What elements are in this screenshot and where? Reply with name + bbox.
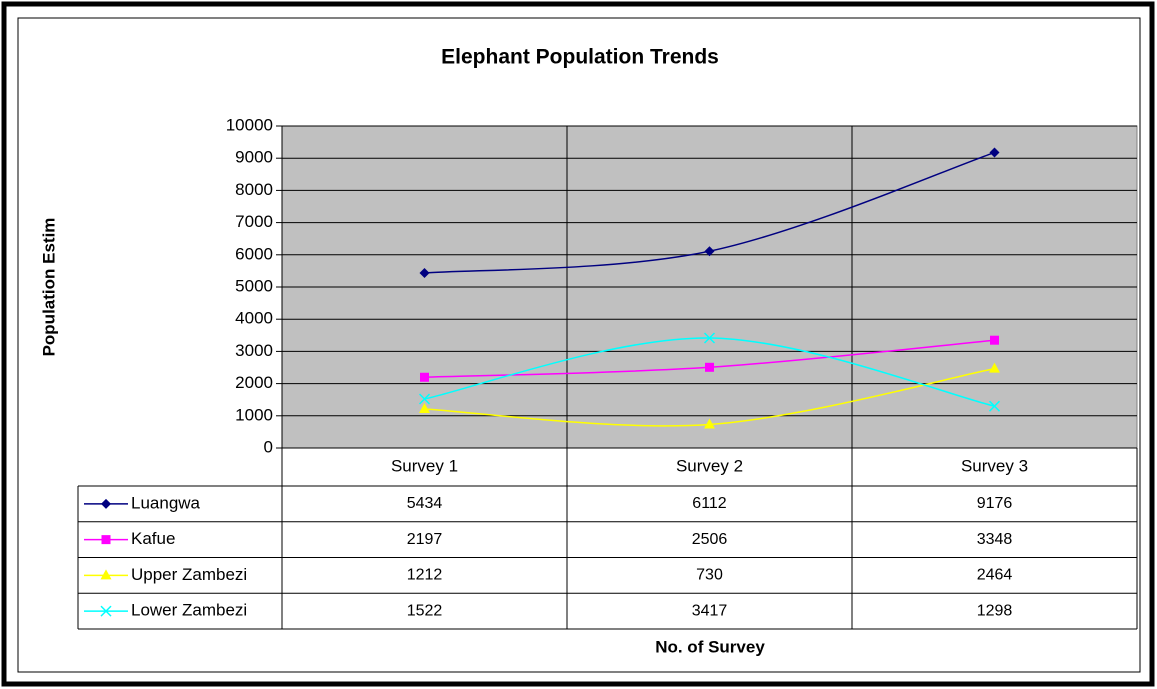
- marker: [704, 418, 715, 429]
- x-tick-label: Survey 3: [961, 456, 1028, 475]
- table-value: 9176: [977, 495, 1013, 512]
- marker: [705, 362, 714, 372]
- table-value: 5434: [407, 495, 443, 512]
- marker: [100, 605, 112, 617]
- marker: [100, 569, 112, 580]
- marker: [419, 268, 430, 279]
- y-tick-label: 2000: [235, 373, 273, 392]
- y-tick-label: 0: [264, 437, 273, 456]
- table-value: 2506: [692, 531, 728, 548]
- table-value: 3348: [977, 531, 1013, 548]
- y-tick-label: 10000: [226, 115, 273, 134]
- marker: [420, 372, 429, 382]
- marker: [704, 246, 715, 257]
- y-tick-label: 9000: [235, 148, 273, 167]
- marker: [418, 393, 431, 405]
- y-tick-label: 7000: [235, 212, 273, 231]
- table-value: 730: [696, 567, 723, 584]
- table-value: 2464: [977, 567, 1013, 584]
- y-tick-label: 5000: [235, 276, 273, 295]
- x-axis-label: No. of Survey: [655, 637, 765, 656]
- y-tick-label: 3000: [235, 341, 273, 360]
- marker: [990, 335, 999, 345]
- marker: [101, 535, 111, 545]
- marker: [988, 400, 1001, 412]
- table-value: 3417: [692, 602, 728, 619]
- table-value: 1212: [407, 567, 443, 584]
- marker: [989, 362, 1000, 373]
- table-value: 2197: [407, 531, 443, 548]
- legend-label: Lower Zambezi: [131, 601, 247, 620]
- chart-title: Elephant Population Trends: [441, 46, 719, 69]
- x-tick-label: Survey 1: [391, 456, 458, 475]
- legend-label: Upper Zambezi: [131, 565, 247, 584]
- legend-label: Luangwa: [131, 493, 201, 512]
- legend-label: Kafue: [131, 529, 175, 548]
- y-tick-label: 8000: [235, 180, 273, 199]
- y-tick-label: 1000: [235, 405, 273, 424]
- x-tick-label: Survey 2: [676, 456, 743, 475]
- marker: [989, 147, 1000, 158]
- y-tick-label: 6000: [235, 244, 273, 263]
- marker: [419, 402, 430, 413]
- y-tick-label: 4000: [235, 309, 273, 328]
- table-value: 1298: [977, 602, 1013, 619]
- table-value: 6112: [692, 495, 727, 512]
- marker: [703, 332, 716, 344]
- marker: [101, 498, 111, 509]
- y-axis-label: Population Estim: [39, 218, 58, 357]
- table-value: 1522: [407, 602, 443, 619]
